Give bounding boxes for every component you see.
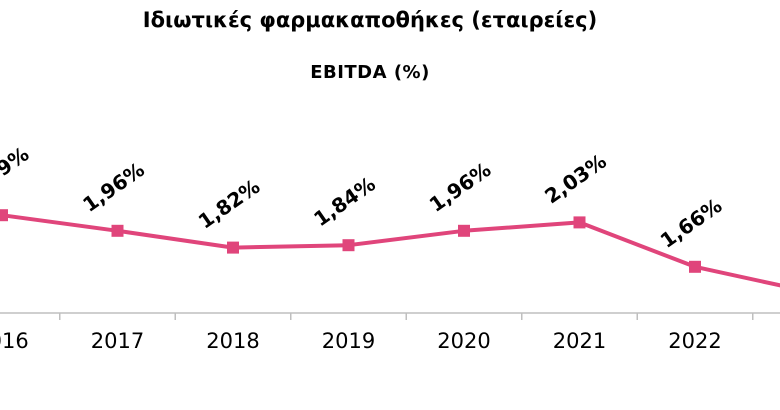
chart-subtitle: EBITDA (%) <box>310 62 430 83</box>
x-tick-label: 2019 <box>322 329 375 353</box>
series-markers <box>0 209 701 273</box>
data-label: 1,96% <box>78 157 149 216</box>
data-label: 1,82% <box>194 174 265 233</box>
x-tick-label: 2017 <box>91 329 144 353</box>
data-point-marker <box>111 224 124 237</box>
x-tick-label: 2021 <box>553 329 606 353</box>
data-label: 2,03% <box>540 149 611 208</box>
chart-title: Ιδιωτικές φαρμακαποθήκες (εταιρείες) <box>142 8 598 32</box>
x-axis-tick-labels: 2016 2017 2018 2019 2020 2021 2022 <box>0 329 722 353</box>
x-tick-label: 2018 <box>206 329 259 353</box>
data-point-marker <box>458 224 470 237</box>
data-label: 1,66% <box>656 193 727 252</box>
data-label: 1,96% <box>425 157 496 216</box>
x-axis-ticks <box>59 313 754 320</box>
data-point-marker <box>0 209 8 222</box>
data-point-marker <box>689 260 701 273</box>
x-tick-label: 2022 <box>668 329 721 353</box>
series-line <box>1 213 780 288</box>
x-tick-label: 2016 <box>0 329 29 353</box>
data-point-marker <box>573 216 586 229</box>
data-label: 2,09% <box>0 142 33 201</box>
data-point-marker <box>227 241 239 254</box>
data-point-marker <box>342 239 355 252</box>
data-label: 1,84% <box>309 172 380 231</box>
x-tick-label: 2020 <box>437 329 490 353</box>
